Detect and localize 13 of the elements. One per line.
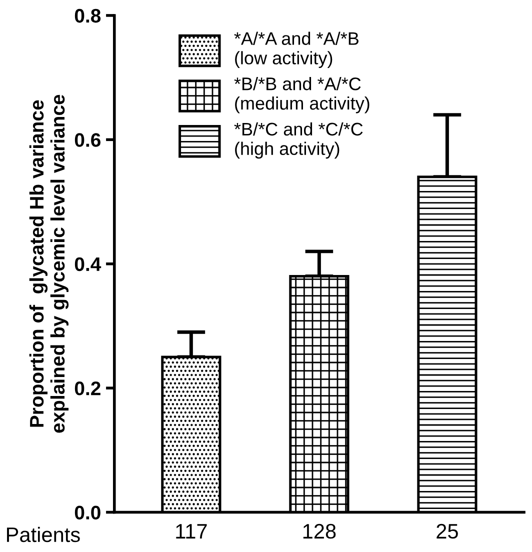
text: Patients — [7, 526, 80, 542]
y-tick-label: 0.8 — [74, 8, 101, 23]
x-tick-label: 128 — [303, 524, 336, 539]
legend-label: *A/*A and *A/*B (low activity) — [234, 32, 358, 68]
y-tick-label: 0.6 — [74, 133, 100, 147]
y-axis-title: Proportion of glycated Hb variance explained by glycemic level variance — [29, 94, 69, 433]
y-tick-label: 0.4 — [74, 257, 102, 272]
legend-label: *B/*B and *A/*C (medium activity) — [234, 77, 370, 114]
x-tick-label: 117 — [176, 524, 207, 538]
y-tick-label: 0.0 — [74, 506, 100, 520]
legend-label: *B/*C and *C/*C (high activity) — [234, 122, 363, 159]
x-tick-label: 25 — [436, 524, 458, 539]
y-tick-label: 0.2 — [74, 382, 100, 396]
